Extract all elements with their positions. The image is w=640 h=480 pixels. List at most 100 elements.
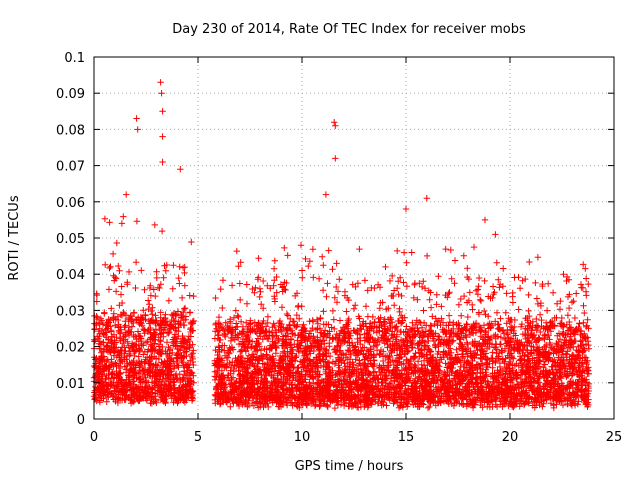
data-point — [175, 363, 182, 371]
data-point — [568, 299, 576, 306]
data-point — [94, 314, 101, 321]
data-point — [118, 220, 126, 227]
data-point — [539, 403, 546, 410]
data-point — [233, 247, 240, 255]
data-points — [90, 79, 593, 412]
data-point — [97, 341, 105, 348]
data-point — [383, 402, 390, 409]
data-point — [475, 310, 483, 318]
data-point — [175, 274, 182, 282]
data-point — [585, 280, 592, 288]
data-point — [186, 342, 194, 349]
data-point — [584, 316, 591, 323]
data-point — [408, 249, 415, 256]
data-point — [101, 310, 108, 317]
data-point — [511, 274, 518, 281]
data-point — [158, 227, 166, 235]
data-point — [382, 263, 389, 271]
data-point — [489, 349, 496, 356]
data-point — [175, 346, 183, 353]
data-point — [336, 276, 343, 283]
data-point — [228, 282, 236, 289]
data-point — [236, 280, 243, 287]
data-point — [93, 298, 100, 305]
data-point — [256, 285, 264, 292]
data-point — [149, 311, 156, 318]
data-point — [256, 293, 263, 301]
data-point — [125, 268, 133, 276]
data-point — [320, 262, 327, 269]
data-point — [101, 215, 109, 222]
data-point — [130, 378, 138, 385]
data-point — [325, 247, 332, 254]
data-point — [576, 320, 583, 327]
data-point — [534, 254, 542, 261]
data-point — [545, 280, 552, 287]
data-point — [153, 268, 160, 275]
data-point — [477, 297, 485, 305]
data-point — [526, 258, 533, 266]
data-point — [298, 267, 306, 274]
data-point — [179, 264, 187, 271]
data-point — [124, 279, 131, 286]
data-point — [395, 291, 402, 298]
data-point — [121, 363, 128, 370]
data-point — [111, 274, 119, 281]
data-point — [161, 381, 168, 388]
data-point — [343, 308, 350, 315]
data-point — [420, 307, 427, 314]
data-point — [237, 296, 244, 304]
data-point — [329, 307, 337, 315]
data-point — [142, 339, 150, 346]
data-point — [427, 304, 435, 311]
data-point — [278, 304, 286, 311]
data-point — [212, 294, 219, 302]
data-point — [464, 265, 471, 272]
data-point — [543, 307, 551, 314]
data-point — [525, 307, 532, 315]
data-point — [161, 326, 169, 333]
data-point — [481, 277, 488, 285]
data-point — [387, 316, 395, 323]
data-point — [329, 266, 336, 273]
data-point — [323, 293, 330, 300]
data-point — [157, 338, 164, 345]
data-point — [489, 283, 497, 290]
data-point — [319, 253, 326, 260]
data-point — [281, 244, 288, 252]
data-point — [111, 322, 119, 329]
data-point — [120, 213, 127, 220]
data-point — [219, 304, 226, 312]
data-point — [187, 369, 194, 376]
data-point — [190, 292, 197, 300]
data-point — [403, 259, 410, 266]
data-point — [180, 309, 187, 316]
data-point — [179, 359, 186, 366]
data-point — [516, 285, 524, 292]
data-point — [117, 291, 125, 298]
data-point — [583, 275, 590, 282]
data-point — [270, 265, 278, 272]
data-point — [118, 283, 125, 290]
data-point — [105, 286, 113, 293]
data-point — [549, 289, 557, 296]
data-point — [227, 403, 234, 410]
data-point — [190, 361, 197, 369]
data-point — [126, 378, 133, 386]
data-point — [536, 311, 544, 318]
data-point — [283, 310, 291, 318]
data-point — [109, 250, 117, 258]
data-point — [556, 306, 564, 313]
data-point — [433, 291, 440, 298]
data-point — [183, 363, 191, 370]
data-point — [151, 221, 158, 229]
data-point — [186, 380, 193, 387]
data-point — [143, 354, 151, 361]
data-point — [252, 284, 259, 291]
data-point — [233, 320, 240, 327]
data-point — [525, 291, 532, 299]
data-point — [211, 335, 219, 342]
data-point — [493, 259, 500, 266]
data-point — [470, 243, 478, 251]
data-point — [418, 283, 426, 291]
